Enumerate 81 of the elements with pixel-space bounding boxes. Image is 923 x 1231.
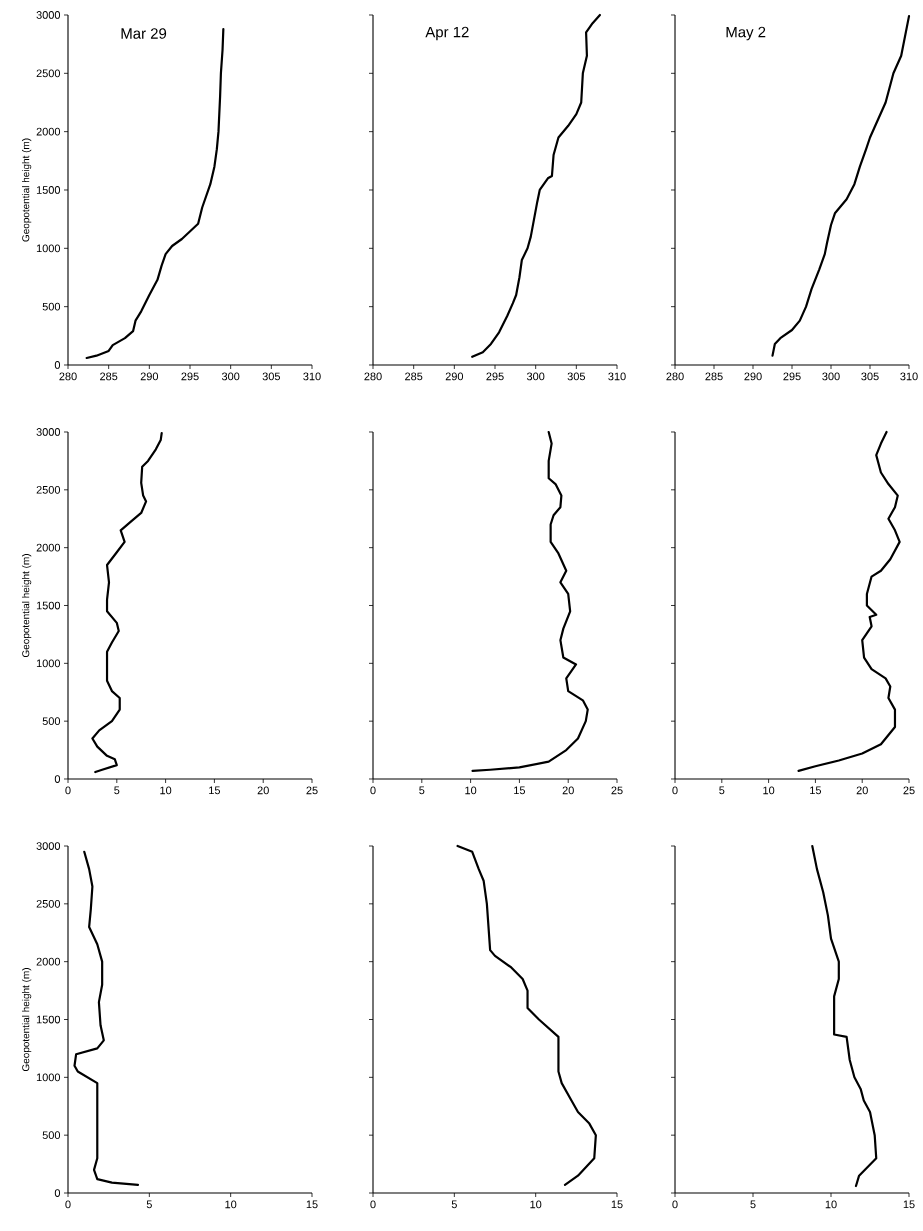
y-tick-label: 500 [42,1131,61,1140]
x-tick-label: 15 [611,1200,623,1209]
x-tick-label: 15 [306,1200,318,1209]
x-tick-label: 280 [364,372,382,381]
y-tick-label: 2000 [36,957,61,966]
x-tick-label: 310 [900,372,918,381]
x-tick-label: 10 [530,1200,542,1209]
x-tick-label: 0 [370,786,376,795]
x-tick-label: 290 [140,372,159,381]
y-tick-label: 2000 [36,127,61,136]
x-tick-label: 290 [744,372,762,381]
x-tick-label: 10 [465,786,477,795]
x-tick-label: 5 [451,1200,457,1209]
x-tick-label: 0 [370,1200,376,1209]
x-tick-label: 5 [114,786,120,795]
y-tick-label: 2000 [36,543,61,552]
x-tick-label: 5 [719,786,725,795]
x-tick-label: 0 [672,1200,678,1209]
x-tick-label: 10 [225,1200,237,1209]
y-tick-label: 1000 [36,659,61,668]
x-tick-label: 20 [562,786,574,795]
y-tick-label: 1000 [36,244,61,253]
text: May 2 [726,26,766,41]
x-tick-label: 295 [486,372,504,381]
x-tick-label: 300 [526,372,545,381]
x-tick-label: 285 [405,372,423,381]
x-tick-label: 305 [567,372,586,381]
y-tick-label: 1500 [36,601,61,610]
y-tick-label: 1500 [36,1015,61,1024]
line-series [73,850,140,1186]
y-tick-label: 2500 [36,485,61,494]
y-axis-title: Geopotential height (m) [21,968,32,1072]
x-tick-label: 280 [59,372,77,381]
x-tick-label: 15 [810,786,822,795]
x-tick-label: 285 [100,372,118,381]
y-axis-title: Geopotential height (m) [21,138,32,242]
x-tick-label: 310 [608,372,626,381]
x-tick-label: 295 [181,372,199,381]
x-tick-label: 0 [65,1200,71,1209]
x-tick-label: 20 [856,786,868,795]
x-tick-label: 310 [303,372,321,381]
x-tick-label: 10 [763,786,775,795]
y-tick-label: 500 [42,717,61,726]
x-tick-label: 20 [257,786,269,795]
x-tick-label: 295 [783,372,801,381]
y-tick-label: 3000 [36,11,61,19]
y-tick-label: 0 [54,1189,61,1197]
x-tick-label: 25 [306,786,318,795]
y-tick-label: 2500 [36,69,61,78]
text: Apr 12 [425,26,469,41]
x-tick-label: 300 [221,372,240,381]
x-tick-label: 305 [262,372,280,381]
x-tick-label: 5 [419,786,425,795]
y-tick-label: 3000 [36,428,61,436]
y-tick-label: 500 [42,302,61,311]
y-tick-label: 2500 [36,899,61,908]
x-tick-label: 285 [705,372,723,381]
x-tick-label: 10 [160,786,172,795]
x-tick-label: 15 [514,786,526,795]
text: Mar 29 [121,28,167,39]
x-tick-label: 10 [825,1200,837,1209]
y-axis-title: Geopotential height (m) [21,554,32,658]
line-series [85,27,225,360]
x-tick-label: 0 [672,786,678,795]
x-tick-label: 15 [209,786,221,795]
y-tick-label: 1000 [36,1073,61,1082]
x-tick-label: 25 [903,786,915,795]
x-tick-label: 290 [445,372,464,381]
x-tick-label: 280 [666,372,684,381]
y-tick-label: 0 [54,361,61,369]
x-tick-label: 300 [822,372,840,381]
x-tick-label: 5 [146,1200,152,1209]
line-series [91,432,163,774]
x-tick-label: 25 [611,786,623,795]
x-tick-label: 5 [750,1200,756,1209]
y-tick-label: 1500 [36,186,61,194]
x-tick-label: 15 [903,1200,915,1209]
x-tick-label: 305 [861,372,879,381]
x-tick-label: 0 [65,786,71,795]
y-tick-label: 0 [54,775,61,783]
y-tick-label: 3000 [36,842,61,850]
